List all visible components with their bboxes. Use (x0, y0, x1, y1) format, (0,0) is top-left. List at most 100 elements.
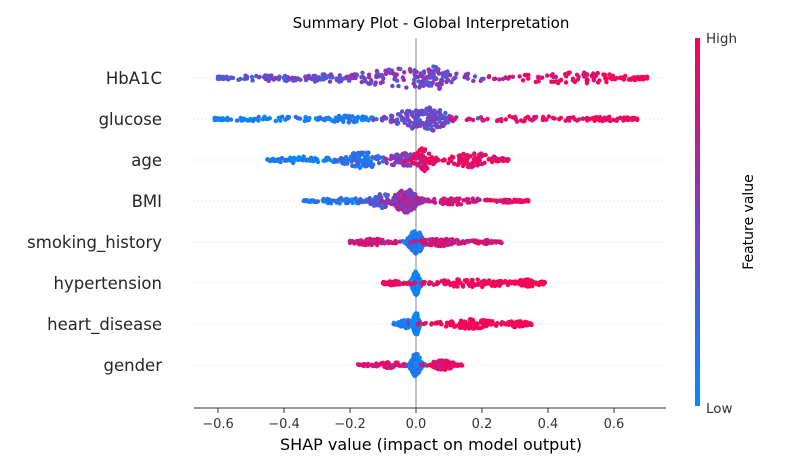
shap-point (563, 80, 569, 85)
shap-point (372, 202, 377, 207)
shap-point (437, 366, 442, 371)
colorbar-high-label: High (706, 31, 737, 47)
shap-point (351, 154, 357, 160)
shap-point (286, 157, 292, 163)
shap-point (544, 117, 549, 122)
shap-point (407, 67, 413, 72)
shap-point (478, 151, 484, 156)
shap-point (349, 239, 355, 245)
shap-point (462, 326, 468, 331)
shap-point (392, 198, 397, 203)
shap-point (321, 76, 326, 82)
shap-point (424, 75, 429, 81)
shap-point (445, 69, 450, 74)
feature-label-age: age (131, 151, 162, 170)
shap-point (363, 198, 368, 203)
shap-point (459, 320, 464, 326)
shap-point (400, 75, 405, 80)
feature-label-BMI: BMI (132, 192, 162, 211)
shap-point (459, 325, 464, 330)
shap-point (471, 78, 476, 84)
shap-point (404, 111, 410, 116)
shap-point (415, 150, 421, 155)
shap-point (471, 117, 476, 123)
shap-point (476, 281, 481, 286)
shap-point (488, 239, 493, 244)
shap-point (420, 148, 425, 153)
shap-point (360, 75, 365, 80)
shap-point (521, 119, 526, 124)
feature-label-heart_disease: heart_disease (47, 315, 162, 335)
shap-point (401, 152, 406, 157)
feature-row-age (265, 146, 511, 174)
shap-point (526, 114, 531, 120)
shap-point (416, 113, 421, 118)
shap-point (420, 120, 425, 126)
shap-point (426, 151, 432, 156)
shap-point (567, 70, 572, 75)
shap-point (404, 85, 409, 90)
shap-point (402, 280, 407, 285)
shap-point (584, 72, 590, 78)
shap-point (507, 114, 512, 119)
shap-point (338, 76, 344, 82)
shap-point (432, 108, 437, 113)
shap-point (640, 76, 645, 81)
shap-point (480, 280, 485, 285)
shap-point (260, 117, 266, 122)
shap-point (412, 84, 418, 89)
shap-point (384, 160, 389, 166)
feature-label-smoking_history: smoking_history (27, 233, 162, 253)
shap-point (273, 118, 278, 124)
shap-point (541, 117, 546, 123)
shap-point (367, 197, 372, 203)
shap-point (452, 161, 457, 167)
shap-point (314, 157, 320, 162)
shap-point (433, 363, 438, 368)
shap-point (429, 116, 434, 121)
x-tick-label: −0.4 (268, 417, 300, 432)
shap-point (399, 109, 405, 114)
shap-point (276, 77, 281, 82)
shap-point (474, 159, 479, 165)
shap-point (379, 118, 385, 123)
shap-point (496, 279, 501, 284)
shap-point (367, 81, 372, 87)
shap-point (495, 283, 500, 288)
shap-point (402, 194, 408, 200)
shap-point (394, 360, 399, 365)
shap-point (303, 114, 308, 120)
shap-point (403, 207, 408, 212)
shap-point (391, 364, 396, 369)
shap-point (386, 280, 391, 286)
shap-point (597, 78, 602, 83)
shap-point (370, 240, 375, 245)
shap-point (475, 277, 480, 282)
shap-point (626, 117, 631, 123)
shap-point (399, 201, 404, 207)
feature-label-gender: gender (104, 356, 163, 375)
shap-point (412, 71, 417, 77)
feature-row-hypertension (380, 269, 547, 297)
shap-point (357, 165, 363, 170)
shap-point (519, 283, 524, 288)
shap-point (257, 74, 262, 80)
shap-point (467, 322, 472, 328)
shap-point (444, 75, 449, 80)
shap-point (361, 362, 366, 367)
shap-point (261, 74, 267, 80)
shap-point (460, 163, 466, 169)
shap-point (226, 76, 231, 81)
shap-point (503, 75, 508, 81)
shap-point (357, 239, 362, 244)
shap-point (425, 242, 430, 247)
shap-point (380, 159, 386, 164)
colorbar-title: Feature value (741, 174, 757, 270)
shap-point (490, 159, 495, 165)
shap-point (344, 74, 349, 80)
shap-point (444, 279, 449, 284)
shap-point (409, 367, 414, 372)
shap-point (462, 75, 467, 80)
shap-point (416, 234, 421, 239)
